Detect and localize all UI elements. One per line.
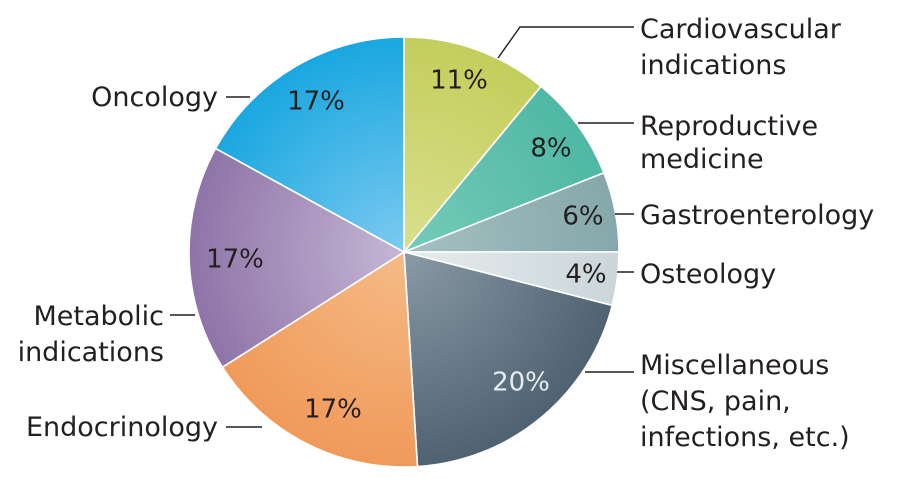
slice-category-label-line: indications [640, 50, 786, 81]
pie-slice-4 [403, 250, 614, 468]
slice-category-label-line: medicine [640, 144, 764, 175]
slice-percent-label: 17% [206, 245, 264, 275]
pie-slice-6 [188, 147, 406, 369]
slice-percent-label: 17% [304, 395, 362, 425]
pie-slice-7 [214, 36, 405, 254]
slice-category-label-line: (CNS, pain, [640, 386, 791, 417]
slice-percent-label: 20% [492, 368, 550, 398]
slice-category-label-line: indications [18, 337, 164, 368]
slice-category-label: Endocrinology [26, 412, 218, 443]
slice-category-label: Oncology [91, 82, 218, 113]
slice-category-label-line: Endocrinology [26, 412, 218, 443]
slice-percent-label: 17% [287, 87, 345, 117]
slice-percent-label: 4% [565, 260, 606, 290]
slice-category-label-line: Metabolic [33, 301, 164, 332]
pie-category-labels: Cardiovascular indications Reproductive med… [18, 14, 875, 453]
pie-slice-5 [221, 250, 419, 468]
slice-category-label: Miscellaneous (CNS, pain, infections, etc.… [640, 350, 850, 453]
slice-category-label-line: Osteology [640, 259, 776, 290]
slice-category-label-line: Miscellaneous [640, 350, 829, 381]
slice-category-label: Gastroenterology [640, 200, 874, 231]
slice-percent-label: 11% [430, 66, 488, 96]
slice-category-label-line: Oncology [91, 82, 218, 113]
slice-category-label: Reproductive medicine [640, 111, 818, 175]
pie-slices [188, 36, 620, 468]
slice-category-label: Metabolic indications [18, 301, 164, 368]
pie-slice-1 [403, 85, 605, 253]
slice-percent-label: 8% [530, 134, 571, 164]
leader-line [497, 26, 634, 59]
slice-category-label-line: Cardiovascular [640, 14, 842, 45]
pie-slice-0 [403, 36, 543, 255]
pie-percent-labels: 11% 8% 6% 4% 20% 17% 17% 17% [206, 66, 607, 425]
pie-leader-lines [170, 26, 634, 428]
slice-category-label-line: Gastroenterology [640, 200, 874, 231]
slice-category-label-line: infections, etc.) [640, 422, 850, 453]
slice-category-label: Cardiovascular indications [640, 14, 842, 81]
slice-category-label-line: Reproductive [640, 111, 818, 142]
slice-category-label: Osteology [640, 259, 776, 290]
slice-percent-label: 6% [562, 202, 603, 232]
